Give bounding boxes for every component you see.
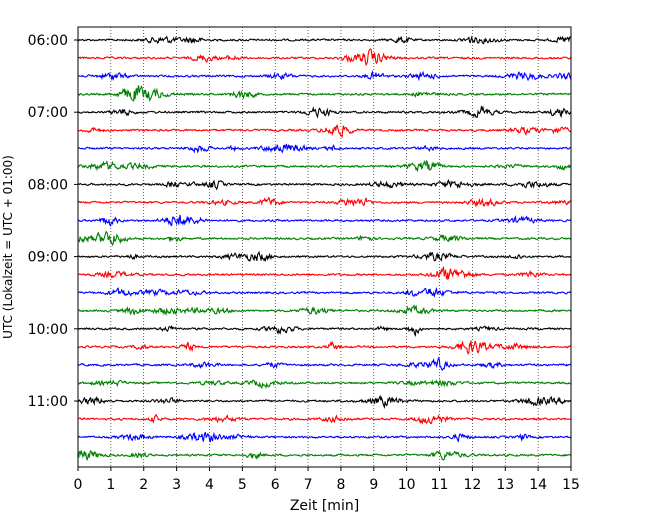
x-tick-label: 1 <box>106 477 115 493</box>
seismic-trace <box>77 449 572 461</box>
seismic-trace <box>77 84 572 103</box>
x-tick-label: 13 <box>496 477 514 493</box>
seismic-trace <box>77 378 571 390</box>
x-tick-label: 12 <box>463 477 481 493</box>
seismic-trace <box>77 324 572 338</box>
seismic-trace <box>77 304 572 317</box>
seismic-trace <box>77 250 572 263</box>
x-axis-label: Zeit [min] <box>290 498 359 514</box>
seismic-trace <box>77 266 572 281</box>
y-axis-ticks: 06:00 07:00 08:00 09:00 10:00 11:00 <box>28 33 78 410</box>
y-axis-label: UTC (Lokalzeit = UTC + 01:00) <box>1 155 15 339</box>
seismic-trace <box>77 431 572 443</box>
seismic-trace <box>77 159 572 173</box>
x-tick-label: 10 <box>398 477 416 493</box>
x-tick-label: 11 <box>431 477 449 493</box>
x-tick-label: 15 <box>562 477 580 493</box>
y-tick-label: 08:00 <box>28 177 68 193</box>
plot-area <box>78 27 571 467</box>
x-tick-label: 14 <box>529 477 547 493</box>
seismic-traces <box>77 35 572 461</box>
x-tick-label: 5 <box>238 477 247 493</box>
plot-frame <box>77 26 572 468</box>
x-axis-ticks: 0 1 2 3 4 5 6 7 8 9 10 11 12 13 14 15 <box>74 467 580 493</box>
seismic-trace <box>77 124 572 139</box>
x-tick-label: 9 <box>369 477 378 493</box>
x-tick-label: 6 <box>271 477 280 493</box>
y-tick-label: 10:00 <box>28 322 68 338</box>
seismic-trace <box>77 413 572 425</box>
seismic-trace <box>77 356 572 371</box>
y-tick-label: 09:00 <box>28 250 68 266</box>
seismic-trace <box>77 214 572 227</box>
x-tick-label: 0 <box>74 477 83 493</box>
seismic-trace <box>77 69 572 82</box>
y-tick-label: 06:00 <box>28 33 68 49</box>
seismic-trace <box>77 178 572 191</box>
y-tick-label: 11:00 <box>28 394 68 410</box>
seismic-trace <box>77 48 572 66</box>
x-tick-label: 7 <box>304 477 313 493</box>
x-tick-label: 4 <box>205 477 214 493</box>
seismic-trace <box>77 143 572 154</box>
x-tick-label: 3 <box>172 477 181 493</box>
grid-lines <box>110 27 539 467</box>
seismic-trace <box>77 286 572 298</box>
x-tick-label: 8 <box>336 477 345 493</box>
y-tick-label: 07:00 <box>28 105 68 121</box>
x-tick-label: 2 <box>139 477 148 493</box>
seismic-trace <box>77 196 572 208</box>
seismic-trace <box>77 105 572 119</box>
seismic-trace <box>77 35 572 45</box>
seismic-trace <box>77 230 572 247</box>
seismic-trace <box>77 394 572 409</box>
seismic-trace <box>77 340 572 355</box>
